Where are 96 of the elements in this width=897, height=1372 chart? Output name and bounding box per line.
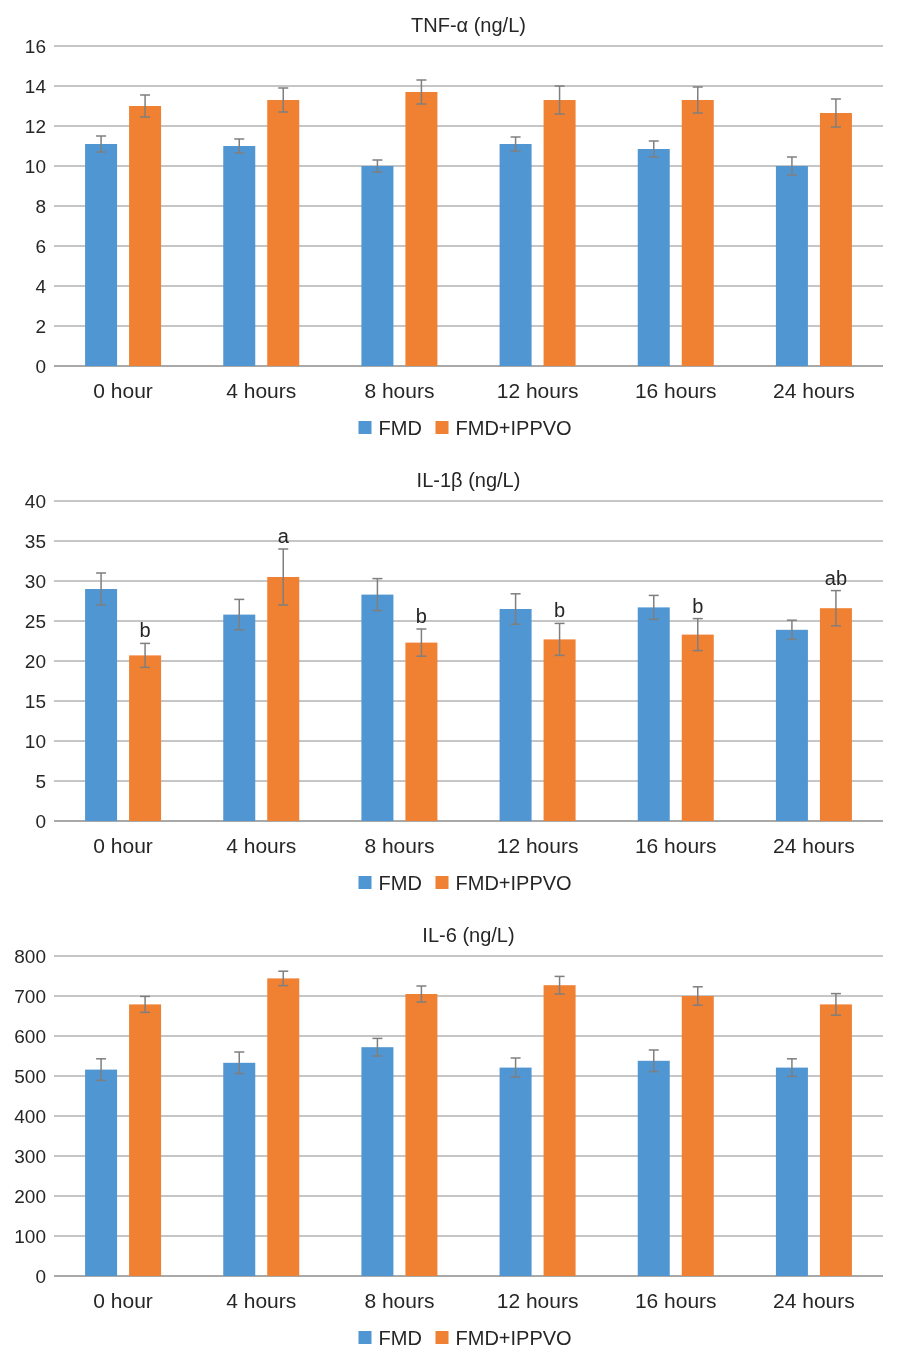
x-tick-label: 8 hours — [364, 379, 435, 402]
legend-label: FMD+IPPVO — [455, 417, 572, 439]
chart-title: TNF-α (ng/L) — [411, 14, 526, 36]
y-tick-label: 30 — [24, 570, 46, 592]
chart-title: IL-1β (ng/L) — [416, 469, 521, 491]
bar — [637, 149, 670, 366]
bar — [819, 1004, 852, 1276]
legend-label: FMD — [378, 1327, 422, 1349]
bar — [819, 608, 852, 821]
y-tick-label: 5 — [35, 770, 46, 792]
x-tick-label: 0 hour — [93, 834, 153, 857]
x-tick-label: 4 hours — [226, 1289, 297, 1312]
y-tick-label: 0 — [35, 810, 46, 832]
y-tick-label: 2 — [35, 315, 46, 337]
y-tick-label: 40 — [24, 490, 46, 512]
y-tick-label: 10 — [24, 155, 46, 177]
bar — [499, 144, 532, 366]
annotation: b — [554, 599, 566, 622]
bar — [543, 100, 576, 366]
y-tick-label: 12 — [24, 115, 46, 137]
y-tick-label: 35 — [24, 530, 46, 552]
bar — [361, 594, 394, 821]
x-tick-label: 0 hour — [93, 379, 153, 402]
bar — [499, 1067, 532, 1276]
bar — [129, 1004, 162, 1276]
y-tick-label: 6 — [35, 235, 46, 257]
y-tick-label: 10 — [24, 730, 46, 752]
annotation: b — [415, 605, 427, 627]
y-tick-label: 500 — [14, 1065, 46, 1087]
x-tick-label: 8 hours — [364, 1289, 435, 1312]
bar — [775, 1067, 808, 1276]
legend-label: FMD — [378, 417, 422, 439]
bar — [775, 166, 808, 366]
y-tick-label: 14 — [24, 75, 47, 97]
x-tick-label: 4 hours — [226, 379, 297, 402]
annotation: b — [692, 594, 704, 617]
bar — [129, 106, 162, 366]
y-tick-label: 15 — [24, 690, 46, 712]
bar — [775, 629, 808, 821]
bar — [85, 1069, 118, 1276]
bar — [405, 994, 438, 1276]
y-tick-label: 600 — [14, 1025, 46, 1047]
bar — [85, 144, 118, 366]
bar — [681, 634, 714, 821]
x-tick-label: 4 hours — [226, 834, 297, 857]
annotation: b — [139, 619, 151, 642]
y-tick-label: 25 — [24, 610, 46, 632]
bar — [681, 996, 714, 1276]
bar — [681, 100, 714, 366]
bar — [267, 577, 300, 821]
y-tick-label: 800 — [14, 945, 46, 967]
bar — [267, 978, 300, 1276]
bar — [223, 1062, 256, 1276]
y-tick-label: 0 — [35, 1265, 46, 1287]
x-tick-label: 16 hours — [634, 379, 717, 402]
legend-label: FMD+IPPVO — [455, 872, 572, 894]
x-tick-label: 16 hours — [634, 834, 717, 857]
y-tick-label: 8 — [35, 195, 46, 217]
chart-title: IL-6 (ng/L) — [422, 924, 515, 946]
x-tick-label: 12 hours — [496, 379, 579, 402]
x-tick-label: 24 hours — [773, 834, 855, 857]
bar — [361, 1047, 394, 1276]
bar — [223, 614, 256, 821]
bar — [637, 607, 670, 821]
legend-label: FMD — [378, 872, 422, 894]
bar — [499, 609, 532, 821]
y-tick-label: 16 — [24, 35, 46, 57]
bar — [129, 655, 162, 821]
y-tick-label: 300 — [14, 1145, 46, 1167]
bar — [361, 166, 394, 366]
x-tick-label: 12 hours — [496, 1289, 579, 1312]
y-tick-label: 200 — [14, 1185, 46, 1207]
legend-label: FMD+IPPVO — [455, 1327, 572, 1349]
x-tick-label: 24 hours — [773, 1289, 855, 1312]
annotation: a — [277, 525, 290, 547]
bar — [405, 92, 438, 366]
annotation: ab — [824, 566, 848, 589]
x-tick-label: 0 hour — [93, 1289, 153, 1312]
y-tick-label: 700 — [14, 985, 46, 1007]
y-tick-label: 100 — [14, 1225, 46, 1247]
x-tick-label: 8 hours — [364, 834, 435, 857]
bar — [819, 113, 852, 366]
x-tick-label: 24 hours — [773, 379, 855, 402]
bar — [543, 985, 576, 1276]
bar — [223, 146, 256, 366]
y-tick-label: 20 — [24, 650, 46, 672]
bar — [543, 639, 576, 821]
x-tick-label: 16 hours — [634, 1289, 717, 1312]
y-tick-label: 400 — [14, 1105, 46, 1127]
x-tick-label: 12 hours — [496, 834, 579, 857]
bar — [85, 589, 118, 821]
bar — [267, 100, 300, 366]
bar — [405, 642, 438, 821]
bar — [637, 1060, 670, 1276]
y-tick-label: 0 — [35, 355, 46, 377]
y-tick-label: 4 — [35, 275, 47, 297]
